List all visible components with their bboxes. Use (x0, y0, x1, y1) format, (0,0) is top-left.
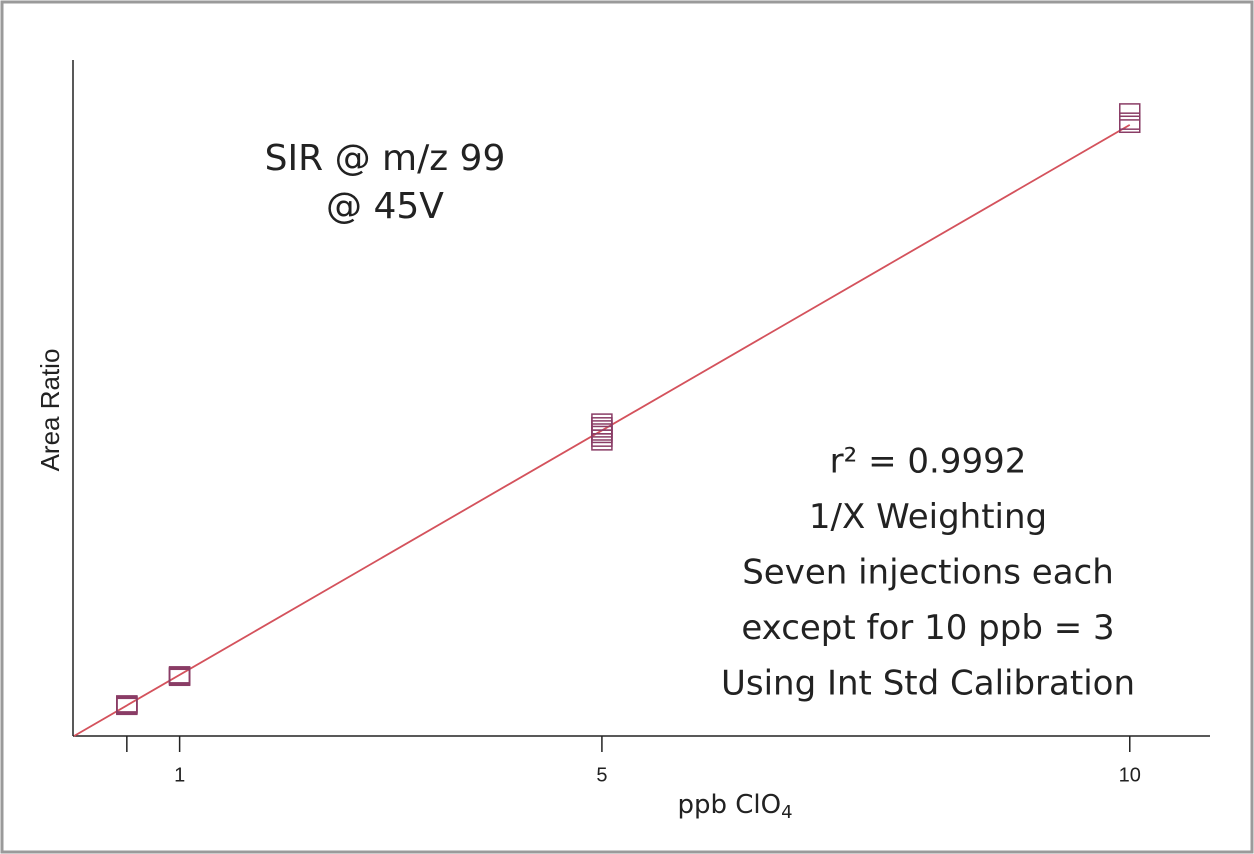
note: 1/X Weighting (809, 497, 1047, 537)
annotation: @ 45V (326, 186, 444, 227)
note: Seven injections each (742, 553, 1114, 593)
x-axis-label-sub: 4 (781, 802, 792, 823)
x-tick-label: 10 (1119, 764, 1141, 786)
annotation: SIR @ m/z 99 (265, 138, 506, 179)
x-axis-label-main: ppb ClO (677, 790, 781, 820)
point (168, 666, 191, 684)
note: r² = 0.9992 (830, 442, 1027, 482)
point (1119, 112, 1141, 130)
note: Using Int Std Calibration (721, 664, 1135, 704)
point (1119, 103, 1141, 121)
note: except for 10 ppb = 3 (741, 608, 1114, 648)
point (591, 413, 613, 431)
x-axis-label: ppb ClO4 (677, 790, 792, 824)
x-tick-label: 1 (174, 764, 185, 786)
point (116, 695, 138, 713)
x-tick-label: 5 (596, 764, 607, 786)
y-axis-label: Area Ratio (35, 349, 65, 472)
